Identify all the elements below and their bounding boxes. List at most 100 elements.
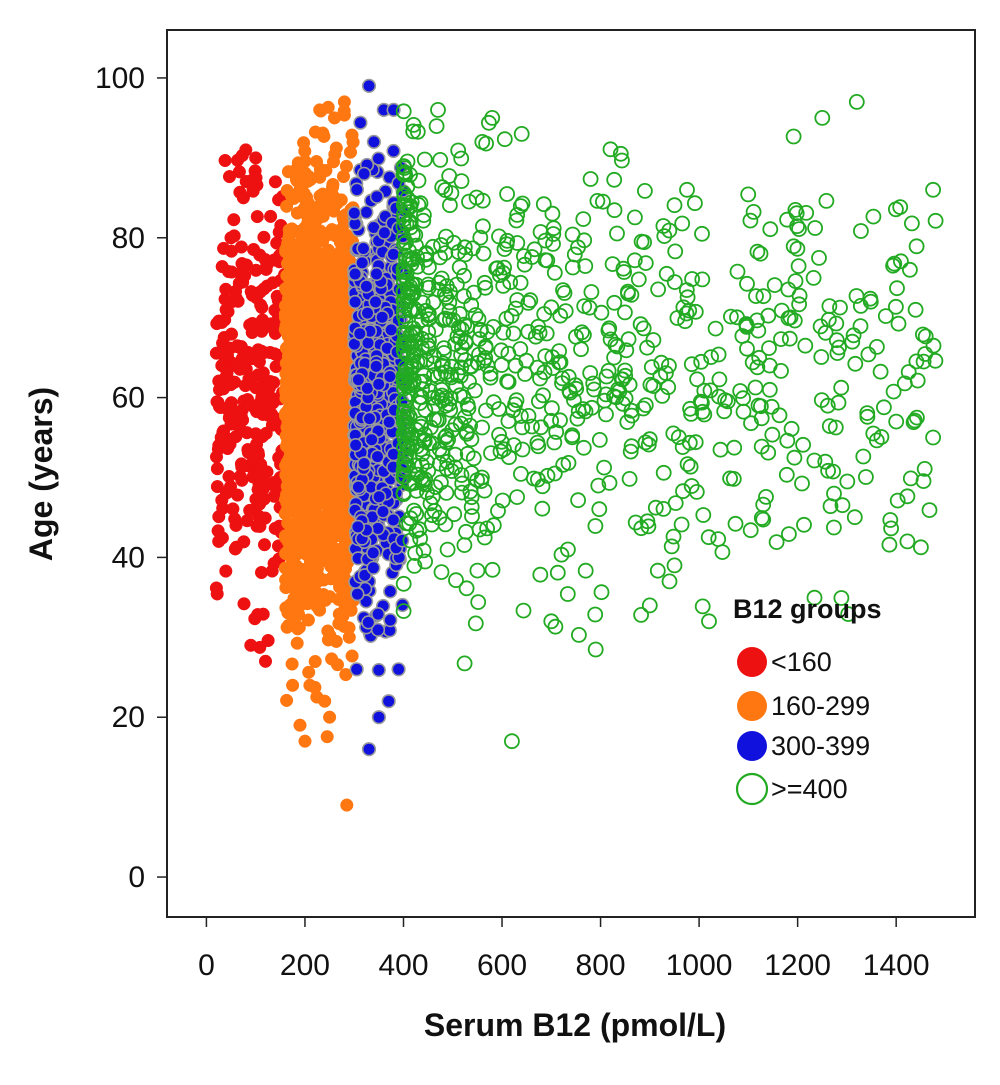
- data-point: [463, 499, 480, 515]
- data-point: [324, 471, 338, 485]
- data-point: [229, 518, 243, 532]
- data-point: [806, 589, 823, 606]
- data-point: [456, 537, 473, 553]
- data-point: [853, 223, 869, 239]
- data-point: [732, 383, 749, 399]
- data-point: [575, 211, 592, 228]
- data-point: [762, 221, 779, 238]
- data-point: [356, 241, 371, 256]
- data-point: [700, 529, 717, 546]
- data-point: [234, 340, 248, 354]
- data-point: [560, 541, 576, 558]
- data-point: [785, 238, 802, 255]
- data-point: [219, 282, 233, 296]
- data-point: [412, 530, 429, 547]
- data-point: [576, 298, 593, 315]
- data-point: [763, 398, 780, 415]
- data-point: [661, 357, 677, 374]
- data-point: [712, 441, 729, 458]
- data-point: [576, 232, 593, 249]
- data-point: [888, 201, 904, 218]
- data-point: [282, 428, 296, 442]
- data-point: [692, 393, 709, 410]
- data-point: [506, 437, 522, 454]
- data-point: [677, 313, 693, 330]
- data-point: [656, 228, 673, 245]
- data-point: [237, 394, 251, 408]
- data-point: [613, 371, 630, 388]
- data-point: [674, 215, 691, 232]
- data-point: [593, 304, 610, 321]
- data-point: [280, 183, 294, 198]
- data-point: [855, 448, 872, 465]
- x-tick-label: 0: [198, 949, 215, 982]
- data-point: [236, 262, 250, 276]
- data-point: [623, 438, 640, 455]
- data-point: [601, 474, 618, 491]
- data-point: [366, 545, 381, 561]
- data-point: [921, 502, 938, 519]
- data-point: [479, 520, 496, 537]
- data-point: [544, 400, 560, 417]
- data-point: [293, 718, 307, 732]
- data-point: [321, 243, 335, 257]
- data-point: [222, 400, 236, 414]
- data-point: [908, 238, 925, 255]
- data-point: [877, 308, 894, 325]
- data-point: [673, 516, 690, 533]
- data-point: [617, 304, 633, 321]
- data-point: [352, 326, 367, 341]
- data-point: [318, 312, 332, 327]
- data-point: [430, 389, 447, 405]
- data-point: [364, 432, 379, 447]
- data-point: [453, 359, 470, 376]
- data-point: [297, 169, 311, 184]
- data-point: [729, 263, 746, 280]
- data-point: [791, 221, 807, 238]
- data-point: [738, 317, 755, 334]
- legend-marker: [737, 647, 767, 677]
- data-point: [469, 354, 486, 371]
- data-point: [727, 515, 744, 532]
- data-point: [210, 395, 224, 409]
- data-point: [459, 445, 476, 462]
- data-point: [263, 392, 277, 406]
- data-point: [412, 415, 429, 432]
- data-point: [362, 411, 377, 426]
- data-point: [748, 288, 764, 305]
- data-point: [298, 547, 313, 561]
- x-tick-label: 1400: [863, 949, 930, 982]
- data-point: [265, 564, 279, 578]
- data-point: [643, 359, 660, 376]
- data-point: [405, 123, 422, 140]
- data-point: [311, 557, 325, 571]
- data-point: [881, 536, 898, 553]
- data-point: [311, 419, 325, 433]
- y-tick-label: 40: [112, 541, 145, 574]
- data-point: [529, 434, 546, 451]
- data-point: [245, 316, 259, 331]
- data-point: [437, 182, 454, 198]
- data-point: [383, 612, 398, 628]
- data-point: [600, 322, 617, 339]
- data-point: [220, 366, 234, 380]
- data-point: [621, 470, 638, 487]
- data-point: [583, 284, 600, 300]
- data-point: [308, 654, 322, 669]
- data-point: [264, 209, 278, 223]
- data-point: [424, 507, 440, 524]
- data-point: [577, 562, 594, 579]
- legend-items: <160 160-299 300-399 >=400: [735, 647, 870, 806]
- data-point: [337, 367, 351, 381]
- data-point: [457, 246, 474, 263]
- data-point: [703, 349, 719, 366]
- data-point: [617, 362, 633, 379]
- data-point: [349, 182, 365, 197]
- data-point: [355, 255, 370, 271]
- data-point: [828, 332, 845, 349]
- data-point: [456, 239, 473, 256]
- x-tick-label: 800: [576, 949, 626, 982]
- data-point: [882, 512, 899, 528]
- data-point: [414, 294, 431, 311]
